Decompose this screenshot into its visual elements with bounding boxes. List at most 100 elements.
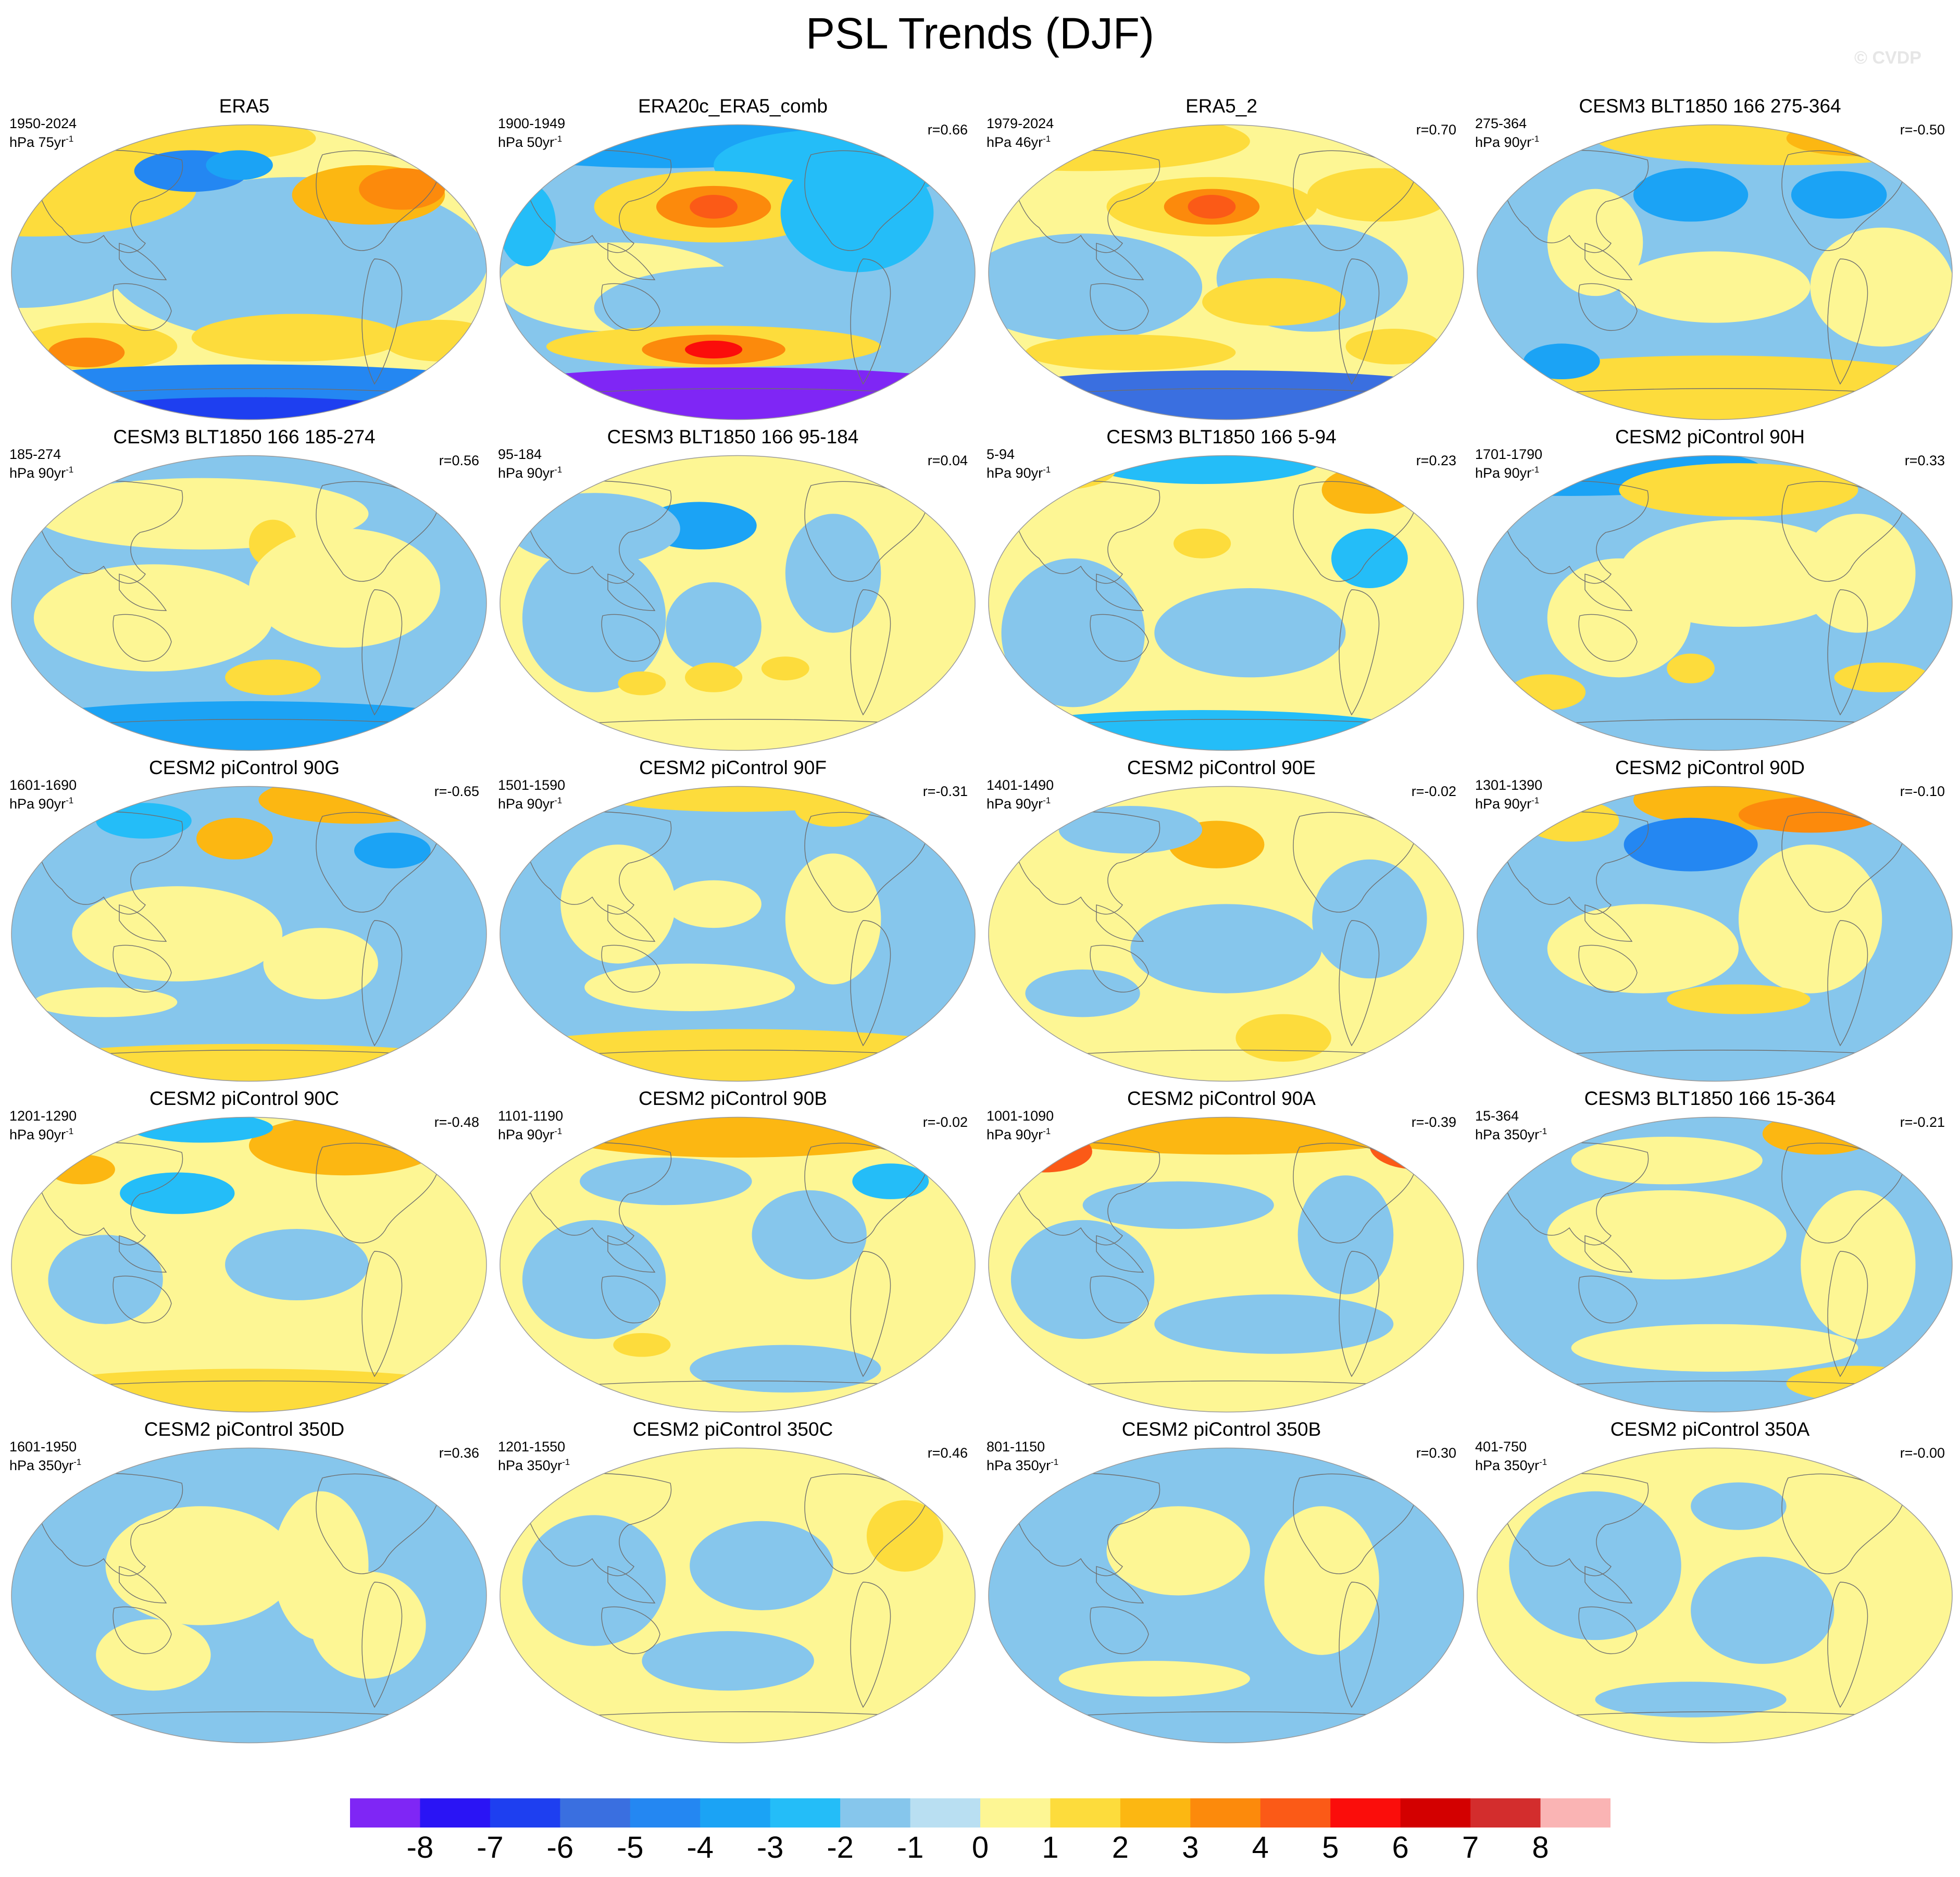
trend-contour xyxy=(522,1220,666,1339)
trend-contour xyxy=(989,370,1464,420)
trend-contour xyxy=(1523,343,1600,380)
trend-contour xyxy=(642,1631,814,1691)
coastline xyxy=(607,574,656,611)
coastline xyxy=(361,920,403,1047)
coastline xyxy=(601,1606,660,1655)
trend-contour xyxy=(206,150,273,180)
colorbar-label: -3 xyxy=(756,1831,784,1864)
trend-contour xyxy=(105,1506,297,1625)
panel-title: ERA20c_ERA5_comb xyxy=(638,95,828,117)
colorbar-swatch xyxy=(1050,1798,1121,1828)
coastline xyxy=(113,944,172,993)
trend-contour xyxy=(359,168,445,210)
panel-correlation: r=-0.65 xyxy=(434,784,479,799)
coastline xyxy=(1090,614,1149,662)
trend-contour xyxy=(500,367,975,420)
panel-title: CESM2 piControl 350C xyxy=(632,1419,833,1440)
panel-title: ERA5 xyxy=(219,95,270,117)
trend-contour xyxy=(1264,1506,1379,1655)
map-panel: CESM2 piControl 350B 801-1150 hPa 350yr-1 r… xyxy=(977,1418,1466,1749)
panel-units: hPa 50yr-1 xyxy=(498,134,563,150)
coastline xyxy=(1496,1142,1649,1246)
trend-contour xyxy=(191,314,402,362)
coastline xyxy=(119,243,167,280)
trend-contour xyxy=(1106,1506,1250,1596)
coastline xyxy=(119,574,167,611)
trend-contour xyxy=(72,886,283,981)
trend-contour xyxy=(33,987,178,1017)
coastline xyxy=(1339,920,1380,1047)
map-background xyxy=(989,1448,1464,1743)
trend-contour xyxy=(1173,528,1231,558)
trend-contour xyxy=(522,1515,666,1646)
colorbar-label: -7 xyxy=(477,1831,504,1864)
colorbar-swatch xyxy=(700,1798,771,1828)
map-border xyxy=(988,1116,1464,1413)
trend-contour xyxy=(1547,1190,1787,1280)
panel-correlation: r=0.56 xyxy=(439,453,479,468)
coastline xyxy=(1578,283,1638,331)
trend-contour xyxy=(1509,1491,1681,1640)
trend-contour xyxy=(1791,171,1887,219)
trend-contour xyxy=(584,963,795,1011)
colorbar-swatch xyxy=(350,1798,420,1828)
colorbar-swatch xyxy=(980,1798,1051,1828)
panel-correlation: r=0.46 xyxy=(927,1445,968,1461)
panel-years: 1601-1950 xyxy=(9,1439,77,1455)
colorbar-label: 0 xyxy=(971,1831,989,1864)
coastline xyxy=(1827,1251,1868,1377)
panel-title: CESM2 piControl 90C xyxy=(149,1088,339,1109)
colorbar-swatch xyxy=(560,1798,631,1828)
coastline xyxy=(1584,574,1633,611)
coastline xyxy=(519,811,672,915)
coastline xyxy=(119,1566,167,1603)
coastline xyxy=(1339,1251,1380,1377)
panel-years: 1501-1590 xyxy=(498,777,566,793)
coastline xyxy=(113,1275,172,1324)
coastline xyxy=(1339,258,1380,385)
coastline xyxy=(1339,1582,1380,1708)
panel-units: hPa 90yr-1 xyxy=(9,1126,74,1142)
panel-title: CESM2 piControl 90A xyxy=(1127,1088,1316,1109)
trend-contour xyxy=(666,582,761,672)
trend-contour xyxy=(11,1369,486,1412)
trend-contour xyxy=(105,1324,393,1372)
trend-contour xyxy=(1082,1181,1274,1229)
panel-years: 1001-1090 xyxy=(987,1108,1054,1124)
trend-contour xyxy=(1801,1190,1916,1339)
coastline xyxy=(1578,614,1638,662)
coastline xyxy=(1827,258,1868,385)
panel-years: 95-184 xyxy=(498,446,542,462)
trend-contour xyxy=(761,656,809,680)
map-panel: CESM2 piControl 90D 1301-1390 hPa 90yr-1 r=… xyxy=(1466,756,1954,1087)
colorbar-swatch xyxy=(1470,1798,1541,1828)
coastline xyxy=(30,1142,183,1246)
colorbar-label: -6 xyxy=(546,1831,574,1864)
panel-title: ERA5_2 xyxy=(1185,95,1257,117)
trend-map xyxy=(11,124,487,420)
coastline xyxy=(850,1582,891,1708)
coastline xyxy=(601,614,660,662)
coastline xyxy=(119,904,167,942)
trend-map xyxy=(500,786,976,1082)
panel-years: 1201-1550 xyxy=(498,1439,566,1455)
trend-contour xyxy=(1619,251,1811,323)
panel-correlation: r=0.70 xyxy=(1416,122,1456,138)
trend-contour xyxy=(666,880,761,928)
trend-contour xyxy=(1509,674,1586,711)
trend-contour xyxy=(263,928,378,1000)
panel-units: hPa 75yr-1 xyxy=(9,134,74,150)
colorbar-label: 3 xyxy=(1182,1831,1199,1864)
panel-correlation: r=0.36 xyxy=(439,1445,479,1461)
trend-contour xyxy=(48,1154,115,1185)
trend-contour xyxy=(48,338,125,368)
trend-contour xyxy=(500,183,556,267)
panel-years: 801-1150 xyxy=(987,1439,1045,1455)
panel-title: CESM3 BLT1850 166 15-364 xyxy=(1584,1088,1836,1109)
coastline xyxy=(1496,1473,1649,1576)
panel-units: hPa 90yr-1 xyxy=(9,465,74,481)
colorbar-swatch xyxy=(1330,1798,1401,1828)
panel-units: hPa 350yr-1 xyxy=(9,1457,82,1473)
coastline xyxy=(1827,920,1868,1047)
map-panel: CESM3 BLT1850 166 275-364 275-364 hPa 90yr… xyxy=(1466,95,1954,426)
